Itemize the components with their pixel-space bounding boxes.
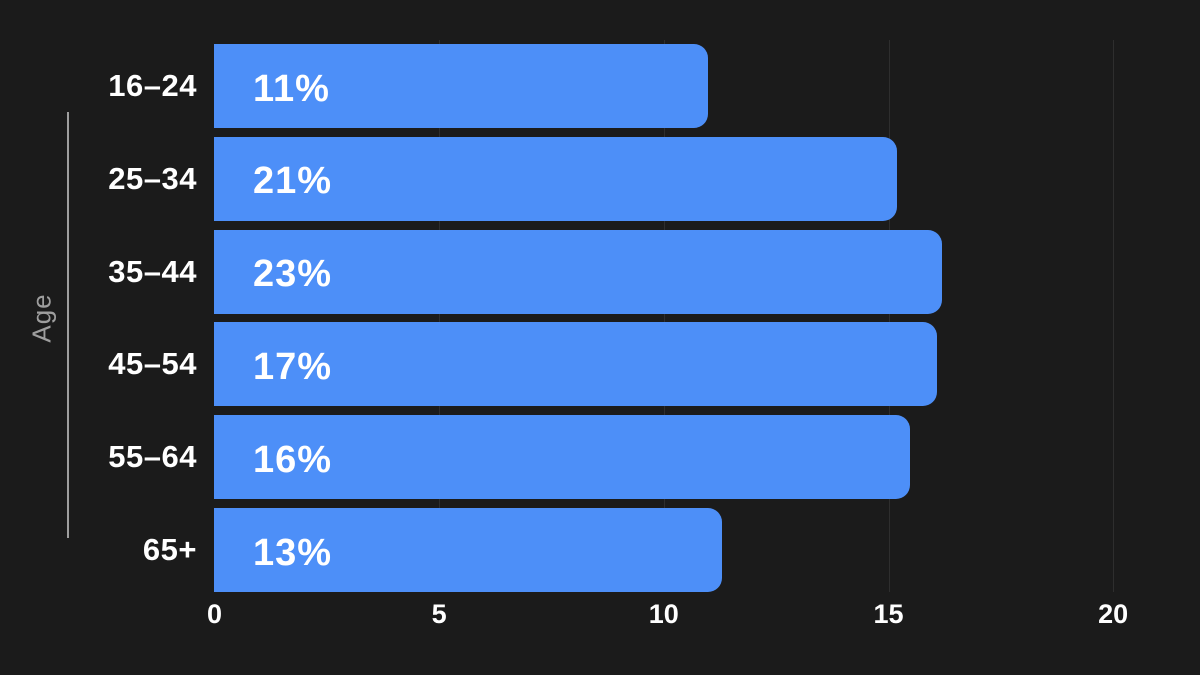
gridline (439, 40, 441, 592)
x-axis-tick-label: 0 (206, 599, 223, 629)
category-label: 55–64 (108, 439, 197, 475)
category-label: 65+ (142, 532, 197, 567)
category-label: 45–54 (108, 346, 197, 382)
gridline (1113, 40, 1115, 592)
bar-value-label: 13% (253, 531, 333, 574)
bar-value-label: 21% (253, 160, 333, 203)
bar-value-label: 17% (253, 345, 333, 388)
x-axis-tick-label: 5 (431, 599, 447, 629)
bar: 13% (214, 508, 722, 592)
bar: 11% (214, 44, 709, 128)
gridline (888, 40, 890, 592)
bar: 17% (214, 322, 938, 407)
category-label: 35–44 (108, 253, 197, 289)
gridline (663, 40, 665, 592)
bar-value-label: 16% (253, 438, 333, 481)
bar: 23% (214, 229, 942, 314)
category-label: 16–24 (108, 68, 197, 103)
bar-value-label: 11% (253, 67, 330, 110)
x-axis-tick-label: 15 (873, 599, 904, 629)
bar: 16% (214, 415, 911, 500)
x-axis-tick-label: 20 (1098, 599, 1129, 629)
category-label: 25–34 (108, 160, 197, 196)
bar: 21% (214, 136, 897, 221)
y-axis-line (67, 112, 69, 538)
x-axis-tick-label: 10 (648, 599, 679, 629)
bar-value-label: 23% (253, 253, 333, 296)
